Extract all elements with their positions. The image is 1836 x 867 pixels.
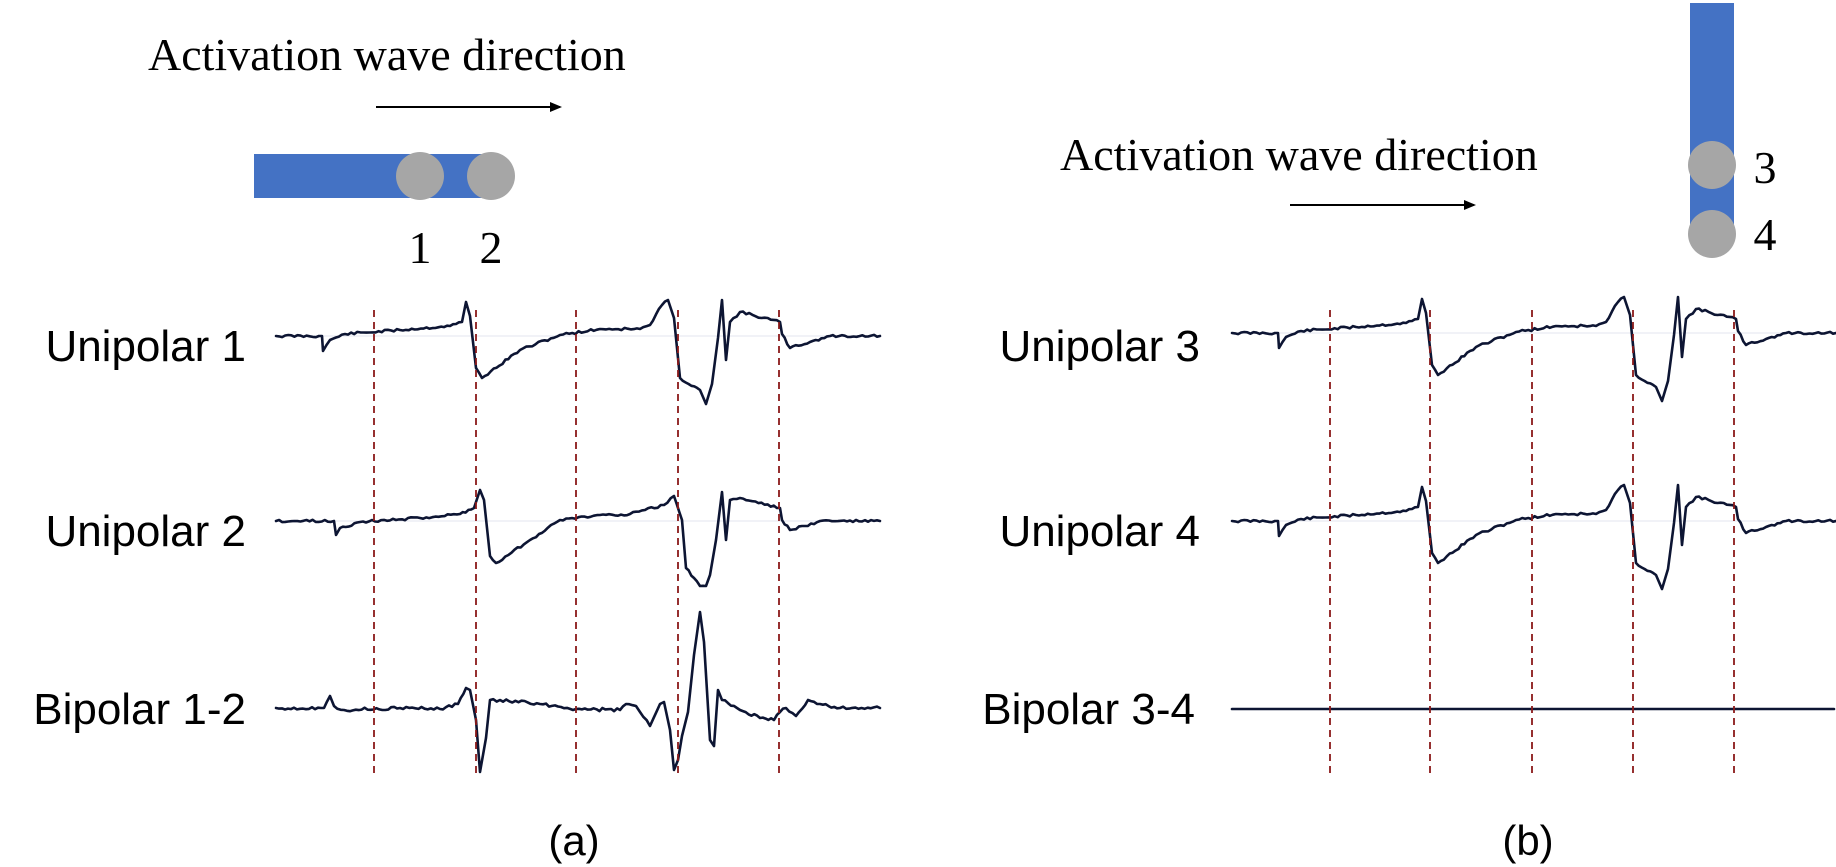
trace-unipolar-4	[1230, 483, 1836, 591]
electrode-2-label: 2	[480, 222, 503, 273]
panel-b-direction-label: Activation wave direction	[1060, 129, 1538, 180]
electrode-3	[1688, 141, 1736, 189]
electrode-1	[396, 152, 444, 200]
panel-b: 3 4 Activation wave direction Unipolar 3…	[982, 3, 1836, 864]
panel-b-caption: (b)	[1502, 817, 1553, 864]
trace-label-bipolar-1-2: Bipolar 1-2	[33, 685, 246, 734]
trace-unipolar-3	[1230, 295, 1836, 403]
trace-unipolar-2	[274, 488, 882, 588]
panel-a-catheter	[254, 154, 482, 198]
panel-a: Activation wave direction 1 2 Unipolar 1…	[33, 29, 882, 864]
electrode-3-label: 3	[1754, 142, 1777, 193]
panel-b-catheter	[1690, 3, 1734, 243]
electrode-1-label: 1	[409, 222, 432, 273]
electrode-4-label: 4	[1754, 209, 1777, 260]
electrode-4	[1688, 210, 1736, 258]
trace-label-unipolar-1: Unipolar 1	[45, 322, 246, 371]
trace-label-unipolar-4: Unipolar 4	[999, 507, 1200, 556]
trace-label-bipolar-3-4: Bipolar 3-4	[982, 685, 1195, 734]
trace-label-unipolar-3: Unipolar 3	[999, 322, 1200, 371]
trace-bipolar-1-2	[274, 610, 882, 774]
trace-unipolar-1	[274, 298, 882, 406]
trace-label-unipolar-2: Unipolar 2	[45, 507, 246, 556]
electrode-2	[467, 152, 515, 200]
panel-a-caption: (a)	[548, 817, 599, 864]
panel-a-direction-label: Activation wave direction	[148, 29, 626, 80]
